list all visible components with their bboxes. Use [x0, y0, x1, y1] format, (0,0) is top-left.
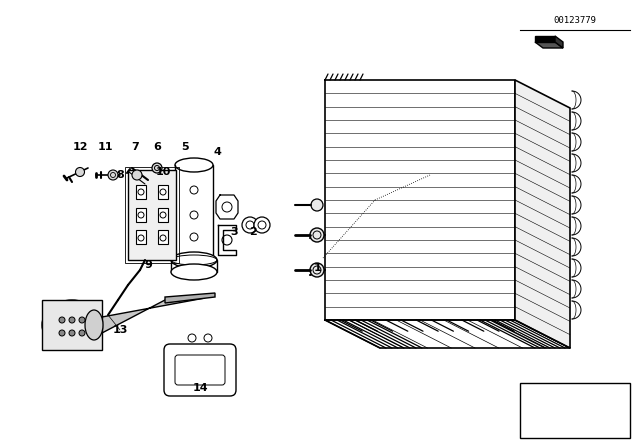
Circle shape — [310, 228, 324, 242]
Polygon shape — [165, 293, 215, 303]
Text: 13: 13 — [112, 325, 128, 335]
Polygon shape — [102, 298, 205, 333]
Circle shape — [132, 170, 142, 180]
Text: 9: 9 — [144, 260, 152, 270]
Ellipse shape — [42, 300, 102, 350]
Text: 2: 2 — [249, 227, 257, 237]
Circle shape — [59, 317, 65, 323]
Polygon shape — [555, 36, 563, 48]
Circle shape — [108, 170, 118, 180]
Text: 7: 7 — [131, 142, 139, 152]
Bar — [136, 230, 146, 244]
Text: 6: 6 — [153, 142, 161, 152]
Circle shape — [79, 330, 85, 336]
Bar — [136, 208, 146, 222]
Text: 1: 1 — [314, 263, 322, 273]
Text: 14: 14 — [192, 383, 208, 393]
FancyBboxPatch shape — [164, 344, 236, 396]
Circle shape — [254, 217, 270, 233]
Text: 11: 11 — [97, 142, 113, 152]
Circle shape — [310, 263, 324, 277]
Circle shape — [152, 163, 162, 173]
Circle shape — [311, 199, 323, 211]
Bar — [158, 230, 168, 244]
Circle shape — [242, 217, 258, 233]
FancyBboxPatch shape — [175, 355, 225, 385]
Ellipse shape — [171, 264, 217, 280]
Circle shape — [59, 330, 65, 336]
Text: 00123779: 00123779 — [554, 16, 596, 25]
Text: 8: 8 — [116, 170, 124, 180]
Bar — [158, 185, 168, 199]
Text: 3: 3 — [230, 227, 238, 237]
Text: 4: 4 — [213, 147, 221, 157]
Bar — [136, 185, 146, 199]
Circle shape — [69, 317, 75, 323]
Bar — [42, 300, 102, 350]
Bar — [125, 167, 179, 263]
Text: 12: 12 — [72, 142, 88, 152]
Bar — [128, 170, 176, 260]
Circle shape — [76, 168, 84, 177]
Text: 10: 10 — [156, 167, 171, 177]
Polygon shape — [515, 80, 570, 348]
Polygon shape — [535, 42, 563, 48]
Circle shape — [69, 330, 75, 336]
Text: 5: 5 — [181, 142, 189, 152]
Ellipse shape — [85, 310, 103, 340]
Ellipse shape — [171, 252, 217, 268]
Polygon shape — [535, 36, 555, 42]
Bar — [158, 208, 168, 222]
Circle shape — [79, 317, 85, 323]
Ellipse shape — [175, 158, 213, 172]
Bar — [520, 383, 630, 438]
